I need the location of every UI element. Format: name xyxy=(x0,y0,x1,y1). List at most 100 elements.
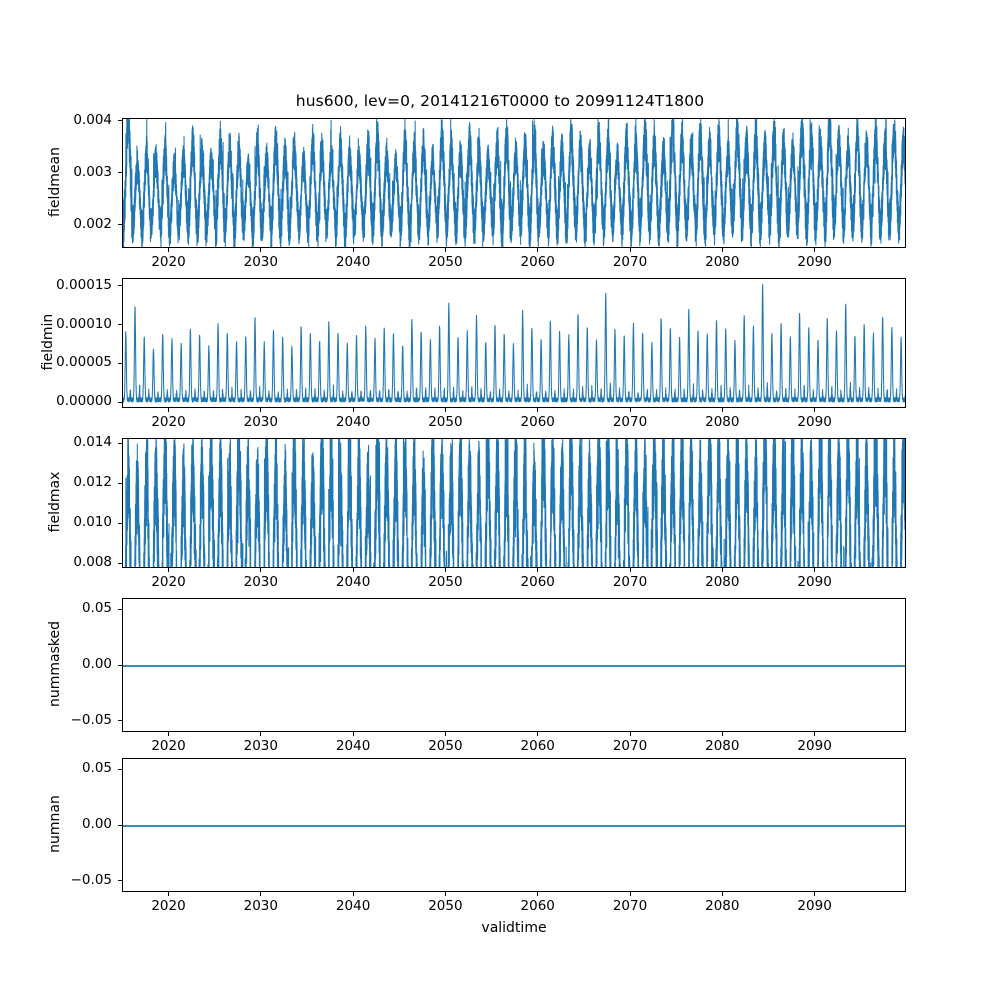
xtick-label-fieldmin-0: 2020 xyxy=(151,414,186,430)
xtick-label-numnan-0: 2020 xyxy=(151,898,186,914)
xtick-label-fieldmean-4: 2060 xyxy=(520,254,555,270)
xtick-mark-numnan-3 xyxy=(444,892,446,896)
ytick-mark-numnan-2 xyxy=(118,768,122,770)
ylabel-nummasked: nummasked xyxy=(47,621,63,708)
ytick-label-numnan-2: 0.05 xyxy=(81,760,112,777)
ytick-mark-fieldmax-3 xyxy=(118,442,122,444)
ytick-mark-numnan-1 xyxy=(118,824,122,826)
ytick-label-fieldmax-1: 0.010 xyxy=(73,514,112,530)
subplot-nummasked xyxy=(122,598,906,732)
xtick-label-fieldmax-6: 2080 xyxy=(705,574,740,590)
axes-frame-fieldmean xyxy=(122,118,906,248)
ytick-label-fieldmax-3: 0.014 xyxy=(73,434,112,450)
xtick-mark-fieldmax-1 xyxy=(260,568,262,572)
ylabel-fieldmax: fieldmax xyxy=(47,471,63,533)
xtick-mark-fieldmax-5 xyxy=(629,568,631,572)
xtick-mark-nummasked-5 xyxy=(629,732,631,736)
subplot-numnan xyxy=(122,758,906,892)
xtick-mark-fieldmin-5 xyxy=(629,408,631,412)
xtick-mark-fieldmean-2 xyxy=(352,248,354,252)
xtick-mark-numnan-5 xyxy=(629,892,631,896)
xtick-mark-numnan-7 xyxy=(814,892,816,896)
ytick-mark-fieldmax-1 xyxy=(118,522,122,524)
xtick-label-nummasked-6: 2080 xyxy=(705,738,740,754)
ytick-label-fieldmin-1: 0.00005 xyxy=(56,354,112,371)
xtick-mark-fieldmax-3 xyxy=(444,568,446,572)
xtick-label-fieldmean-2: 2040 xyxy=(335,254,371,270)
xtick-label-nummasked-4: 2060 xyxy=(520,738,555,754)
ytick-label-fieldmin-2: 0.00010 xyxy=(56,315,112,332)
xtick-mark-fieldmax-4 xyxy=(537,568,539,572)
ytick-mark-nummasked-2 xyxy=(118,608,122,610)
xtick-mark-nummasked-1 xyxy=(260,732,262,736)
xtick-mark-fieldmin-2 xyxy=(352,408,354,412)
xtick-mark-fieldmin-4 xyxy=(537,408,539,412)
xtick-label-fieldmin-7: 2090 xyxy=(797,414,832,430)
xtick-mark-fieldmin-7 xyxy=(814,408,816,412)
xtick-label-fieldmean-5: 2070 xyxy=(612,254,648,270)
ytick-label-nummasked-0: −0.05 xyxy=(70,711,112,728)
ytick-label-nummasked-1: 0.00 xyxy=(81,656,112,672)
xtick-label-nummasked-7: 2090 xyxy=(797,738,832,754)
ytick-label-numnan-1: 0.00 xyxy=(81,816,112,832)
xtick-label-fieldmean-1: 2030 xyxy=(243,254,278,270)
subplot-fieldmax xyxy=(122,438,906,568)
ylabel-fieldmin: fieldmin xyxy=(40,313,56,371)
xtick-label-nummasked-1: 2030 xyxy=(243,738,278,754)
xtick-mark-fieldmean-6 xyxy=(721,248,723,252)
ytick-mark-fieldmean-0 xyxy=(118,224,122,226)
xtick-label-fieldmin-1: 2030 xyxy=(243,414,278,430)
xtick-label-fieldmax-1: 2030 xyxy=(243,574,278,590)
xtick-label-fieldmin-6: 2080 xyxy=(705,414,740,430)
xtick-label-fieldmax-5: 2070 xyxy=(612,574,648,590)
xtick-mark-fieldmin-0 xyxy=(168,408,170,412)
xtick-mark-nummasked-4 xyxy=(537,732,539,736)
xtick-mark-fieldmean-1 xyxy=(260,248,262,252)
xtick-label-fieldmin-4: 2060 xyxy=(520,414,555,430)
xtick-mark-fieldmin-1 xyxy=(260,408,262,412)
xtick-mark-nummasked-7 xyxy=(814,732,816,736)
xtick-label-fieldmean-7: 2090 xyxy=(797,254,832,270)
axes-frame-fieldmax xyxy=(122,438,906,568)
xtick-label-fieldmin-2: 2040 xyxy=(335,414,371,430)
ylabel-fieldmean: fieldmean xyxy=(47,147,63,217)
xtick-label-numnan-4: 2060 xyxy=(520,898,555,914)
figure-title: hus600, lev=0, 20141216T0000 to 20991124… xyxy=(295,92,705,110)
xtick-mark-fieldmean-7 xyxy=(814,248,816,252)
data-line-nummasked xyxy=(123,665,905,667)
xtick-mark-fieldmax-6 xyxy=(721,568,723,572)
xtick-mark-fieldmax-0 xyxy=(168,568,170,572)
ytick-label-fieldmax-2: 0.012 xyxy=(73,474,112,490)
ytick-mark-fieldmax-2 xyxy=(118,482,122,484)
subplot-fieldmean xyxy=(122,118,906,248)
ytick-label-fieldmin-0: 0.00000 xyxy=(56,393,112,410)
xtick-label-fieldmean-6: 2080 xyxy=(705,254,740,270)
xtick-label-nummasked-5: 2070 xyxy=(612,738,648,754)
xtick-label-fieldmean-3: 2050 xyxy=(428,254,463,270)
axes-frame-numnan xyxy=(122,758,906,892)
data-line-fieldmin xyxy=(123,284,905,403)
ytick-mark-fieldmean-1 xyxy=(118,172,122,174)
xtick-label-fieldmin-3: 2050 xyxy=(428,414,463,430)
xtick-mark-numnan-6 xyxy=(721,892,723,896)
xtick-label-numnan-1: 2030 xyxy=(243,898,278,914)
xtick-label-fieldmax-2: 2040 xyxy=(335,574,371,590)
xtick-label-nummasked-2: 2040 xyxy=(335,738,371,754)
ytick-label-fieldmin-3: 0.00015 xyxy=(56,276,112,293)
ytick-mark-fieldmax-0 xyxy=(118,562,122,564)
xtick-mark-fieldmean-5 xyxy=(629,248,631,252)
ytick-mark-fieldmean-2 xyxy=(118,120,122,122)
xtick-mark-fieldmax-2 xyxy=(352,568,354,572)
ytick-mark-fieldmin-0 xyxy=(118,401,122,403)
xtick-label-fieldmax-0: 2020 xyxy=(151,574,186,590)
xtick-label-nummasked-3: 2050 xyxy=(428,738,463,754)
xtick-label-numnan-3: 2050 xyxy=(428,898,463,914)
xtick-mark-nummasked-2 xyxy=(352,732,354,736)
xtick-mark-fieldmean-4 xyxy=(537,248,539,252)
xtick-mark-numnan-1 xyxy=(260,892,262,896)
xtick-mark-numnan-4 xyxy=(537,892,539,896)
ytick-label-fieldmean-2: 0.004 xyxy=(73,111,112,128)
xtick-label-numnan-2: 2040 xyxy=(335,898,371,914)
xtick-label-fieldmax-7: 2090 xyxy=(797,574,832,590)
